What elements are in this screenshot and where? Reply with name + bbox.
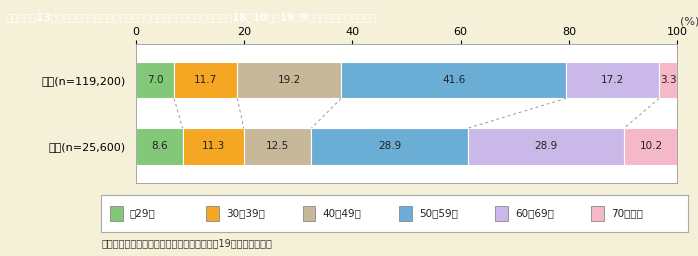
Bar xyxy=(136,128,183,165)
Bar xyxy=(244,128,311,165)
Text: ～29歳: ～29歳 xyxy=(130,208,156,218)
Bar xyxy=(468,128,624,165)
Text: 17.2: 17.2 xyxy=(601,75,624,85)
Bar xyxy=(566,62,659,98)
Bar xyxy=(206,206,219,221)
Bar xyxy=(237,62,341,98)
Text: （備考）総務省「就業構造基本調査」（平成19年）より作成。: （備考）総務省「就業構造基本調査」（平成19年）より作成。 xyxy=(101,238,272,248)
Bar xyxy=(302,206,315,221)
Text: 3.3: 3.3 xyxy=(660,75,676,85)
Bar xyxy=(174,62,237,98)
Bar xyxy=(495,206,508,221)
Text: 11.3: 11.3 xyxy=(202,142,225,152)
Bar xyxy=(110,206,123,221)
Text: 7.0: 7.0 xyxy=(147,75,163,85)
Bar xyxy=(624,128,679,165)
Bar xyxy=(136,62,174,98)
Text: 11.7: 11.7 xyxy=(194,75,217,85)
Text: (%): (%) xyxy=(680,17,698,27)
Bar xyxy=(341,62,566,98)
Text: 第１－５－13図　介護・看護を理由に離職・転職した人の年齢構成割合（平成18年10月～19年9月に離職・転職した人）: 第１－５－13図 介護・看護を理由に離職・転職した人の年齢構成割合（平成18年1… xyxy=(6,12,377,22)
Bar xyxy=(311,128,468,165)
Text: 70歳以上: 70歳以上 xyxy=(611,208,643,218)
Bar xyxy=(399,206,412,221)
Bar xyxy=(659,62,677,98)
Text: 30～39歳: 30～39歳 xyxy=(226,208,265,218)
Bar xyxy=(591,206,604,221)
Text: 60～69歳: 60～69歳 xyxy=(515,208,554,218)
Text: 28.9: 28.9 xyxy=(378,142,401,152)
Text: 19.2: 19.2 xyxy=(278,75,301,85)
Text: 8.6: 8.6 xyxy=(151,142,168,152)
Text: 40～49歳: 40～49歳 xyxy=(322,208,362,218)
Text: 50～59歳: 50～59歳 xyxy=(419,208,458,218)
Text: 41.6: 41.6 xyxy=(442,75,466,85)
Text: 12.5: 12.5 xyxy=(266,142,289,152)
Text: 10.2: 10.2 xyxy=(640,142,663,152)
Text: 28.9: 28.9 xyxy=(534,142,558,152)
Bar xyxy=(183,128,244,165)
